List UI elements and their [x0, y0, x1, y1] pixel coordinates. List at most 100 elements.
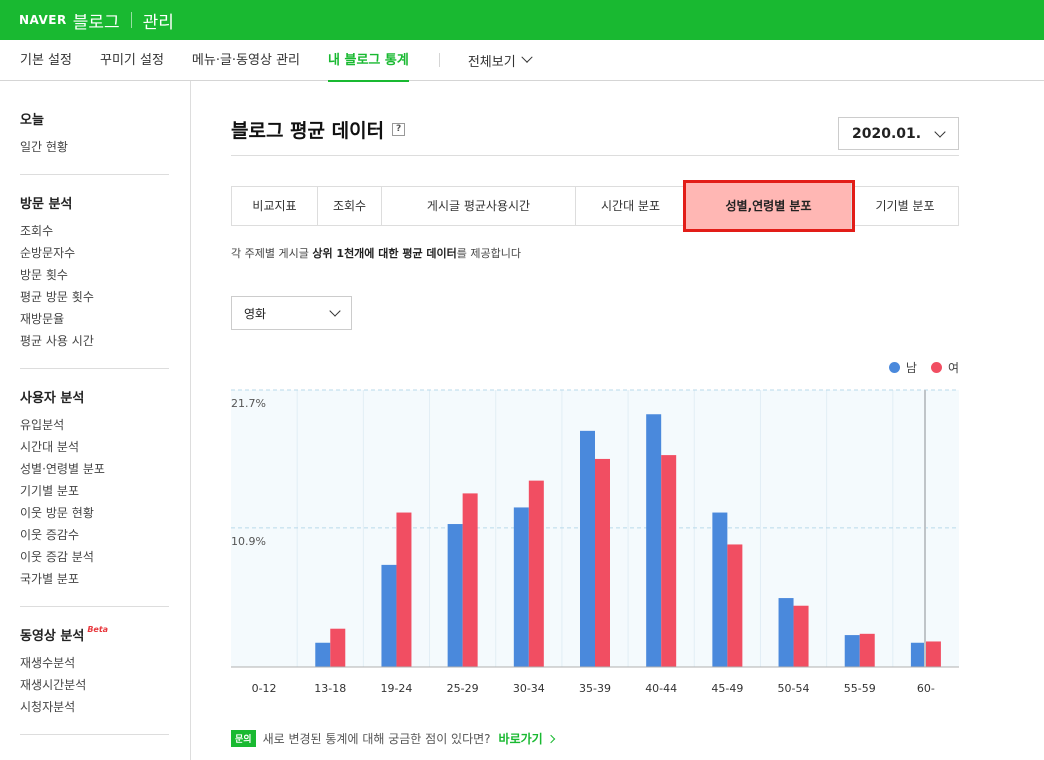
x-tick-label: 19-24	[380, 682, 412, 695]
bar-male	[381, 564, 397, 667]
header-divider	[130, 12, 132, 28]
sidebar-item[interactable]: 평균 사용 시간	[20, 334, 94, 348]
sidebar-item[interactable]: 이웃 방문 현황	[20, 506, 94, 520]
chevron-down-icon	[329, 305, 341, 317]
sidebar-item[interactable]: 유입분석	[20, 418, 65, 432]
bar-female	[661, 455, 677, 667]
sidebar-item[interactable]: 기기별 분포	[20, 484, 80, 498]
description-pre: 각 주제별 게시글	[231, 247, 313, 260]
sidebar-item[interactable]: 재생시간분석	[20, 678, 87, 692]
beta-badge: Beta	[87, 625, 109, 634]
category-select[interactable]: 영화	[231, 296, 352, 330]
nav-divider	[438, 53, 440, 67]
bar-female	[528, 480, 544, 667]
tab-gender-age[interactable]: 성별,연령별 분포	[683, 180, 855, 232]
bar-male	[580, 430, 595, 667]
bar-male	[910, 642, 926, 667]
bar-female	[396, 512, 412, 667]
bar-male	[844, 635, 860, 667]
bar-male	[712, 512, 728, 667]
nav-menu-management[interactable]: 메뉴·글·동영상 관리	[191, 52, 300, 68]
sidebar-group-title: 오늘	[20, 109, 169, 128]
bar-female	[859, 633, 875, 667]
bar-female	[727, 544, 743, 667]
page-title-text: 블로그 평균 데이터	[231, 120, 385, 142]
sidebar-item[interactable]: 이웃 증감수	[20, 528, 80, 542]
tab-device[interactable]: 기기별 분포	[875, 199, 935, 213]
sidebar-item[interactable]: 재방문율	[20, 312, 65, 326]
y-tick-label: 21.7%	[231, 397, 266, 410]
sidebar-item[interactable]: 이웃 증감 분석	[20, 550, 94, 564]
sidebar-group-title-text: 방문 분석	[20, 197, 73, 212]
sidebar-item[interactable]: 시청자분석	[20, 700, 76, 714]
x-tick-label: 50-54	[778, 682, 810, 695]
sidebar-item[interactable]: 조회수	[20, 224, 54, 238]
manage-link[interactable]: 관리	[142, 12, 174, 33]
bar-female	[925, 641, 941, 667]
bar-male	[778, 598, 794, 667]
bar-female	[462, 493, 478, 667]
category-select-value: 영화	[244, 306, 267, 321]
legend-female-label: 여	[947, 361, 959, 375]
inquiry-badge: 문의	[231, 730, 256, 747]
sidebar-group-title-text: 동영상 분석	[20, 629, 85, 644]
nav-decorate-settings[interactable]: 꾸미기 설정	[99, 52, 164, 68]
nav-view-all-label: 전체보기	[467, 54, 516, 70]
sidebar-item[interactable]: 성별·연령별 분포	[20, 462, 105, 476]
tab-avg-time[interactable]: 게시글 평균사용시간	[382, 187, 576, 225]
naver-logo[interactable]: NAVER	[19, 13, 67, 27]
legend-male[interactable]: 남	[888, 359, 917, 376]
sidebar-item[interactable]: 평균 방문 횟수	[20, 290, 94, 304]
x-tick-label: 13-18	[314, 682, 346, 695]
go-link[interactable]: 바로가기	[499, 730, 555, 747]
bar-female	[595, 458, 610, 667]
description-post: 를 제공합니다	[456, 247, 521, 260]
gender-age-chart: 21.7% 10.9% 0-12 13-18 19-24 25-29 30-34 35-39 4…	[231, 389, 959, 695]
title-divider	[231, 155, 959, 156]
bar-female	[330, 628, 346, 667]
blog-link[interactable]: 블로그	[72, 12, 120, 33]
sidebar-group-title: 방문 분석	[20, 193, 169, 212]
sidebar-group-title: 동영상 분석 Beta	[20, 625, 169, 644]
top-bar: NAVER 블로그 관리	[0, 0, 1044, 40]
stats-tabs: 비교지표 조회수 게시글 평균사용시간 시간대 분포 성별,연령별 분포 기기별…	[231, 180, 959, 232]
bar-female	[793, 605, 809, 667]
sidebar-item[interactable]: 국가별 분포	[20, 572, 80, 586]
sidebar-item[interactable]: 시간대 분석	[20, 440, 80, 454]
chevron-right-icon	[546, 734, 555, 743]
x-tick-label: 45-49	[711, 682, 743, 695]
x-tick-label: 35-39	[579, 682, 611, 695]
sidebar-group-title-text: 오늘	[20, 113, 44, 128]
legend-male-label: 남	[905, 361, 917, 375]
help-icon[interactable]: ?	[392, 123, 406, 136]
bar-male	[447, 524, 463, 667]
tab-views[interactable]: 조회수	[318, 187, 382, 225]
footer-note: 문의 새로 변경된 통계에 대해 궁금한 점이 있다면? 바로가기	[231, 730, 555, 747]
date-select[interactable]: 2020.01.	[838, 117, 959, 150]
sidebar-group-title: 사용자 분석	[20, 387, 169, 406]
tab-time-distribution[interactable]: 시간대 분포	[576, 187, 686, 225]
sidebar-item[interactable]: 재생수분석	[20, 656, 76, 670]
legend-female[interactable]: 여	[930, 359, 959, 376]
footer-text: 새로 변경된 통계에 대해 궁금한 점이 있다면?	[262, 732, 491, 746]
sidebar-item[interactable]: 순방문자수	[20, 246, 76, 260]
sidebar-item[interactable]: 일간 현황	[20, 140, 68, 154]
x-tick-label: 55-59	[844, 682, 876, 695]
chart-legend: 남 여	[875, 359, 959, 376]
description: 각 주제별 게시글 상위 1천개에 대한 평균 데이터를 제공합니다	[231, 245, 521, 261]
nav-view-all[interactable]: 전체보기	[467, 51, 533, 70]
x-tick-label: 40-44	[645, 682, 677, 695]
bar-male	[315, 642, 331, 667]
tab-compare[interactable]: 비교지표	[232, 187, 318, 225]
y-tick-label: 10.9%	[231, 535, 266, 548]
sidebar-item[interactable]: 방문 횟수	[20, 268, 68, 282]
nav-basic-settings[interactable]: 기본 설정	[20, 52, 72, 68]
bar-male	[646, 414, 662, 667]
nav-blog-stats[interactable]: 내 블로그 통계	[328, 40, 409, 82]
legend-female-dot	[930, 362, 942, 373]
